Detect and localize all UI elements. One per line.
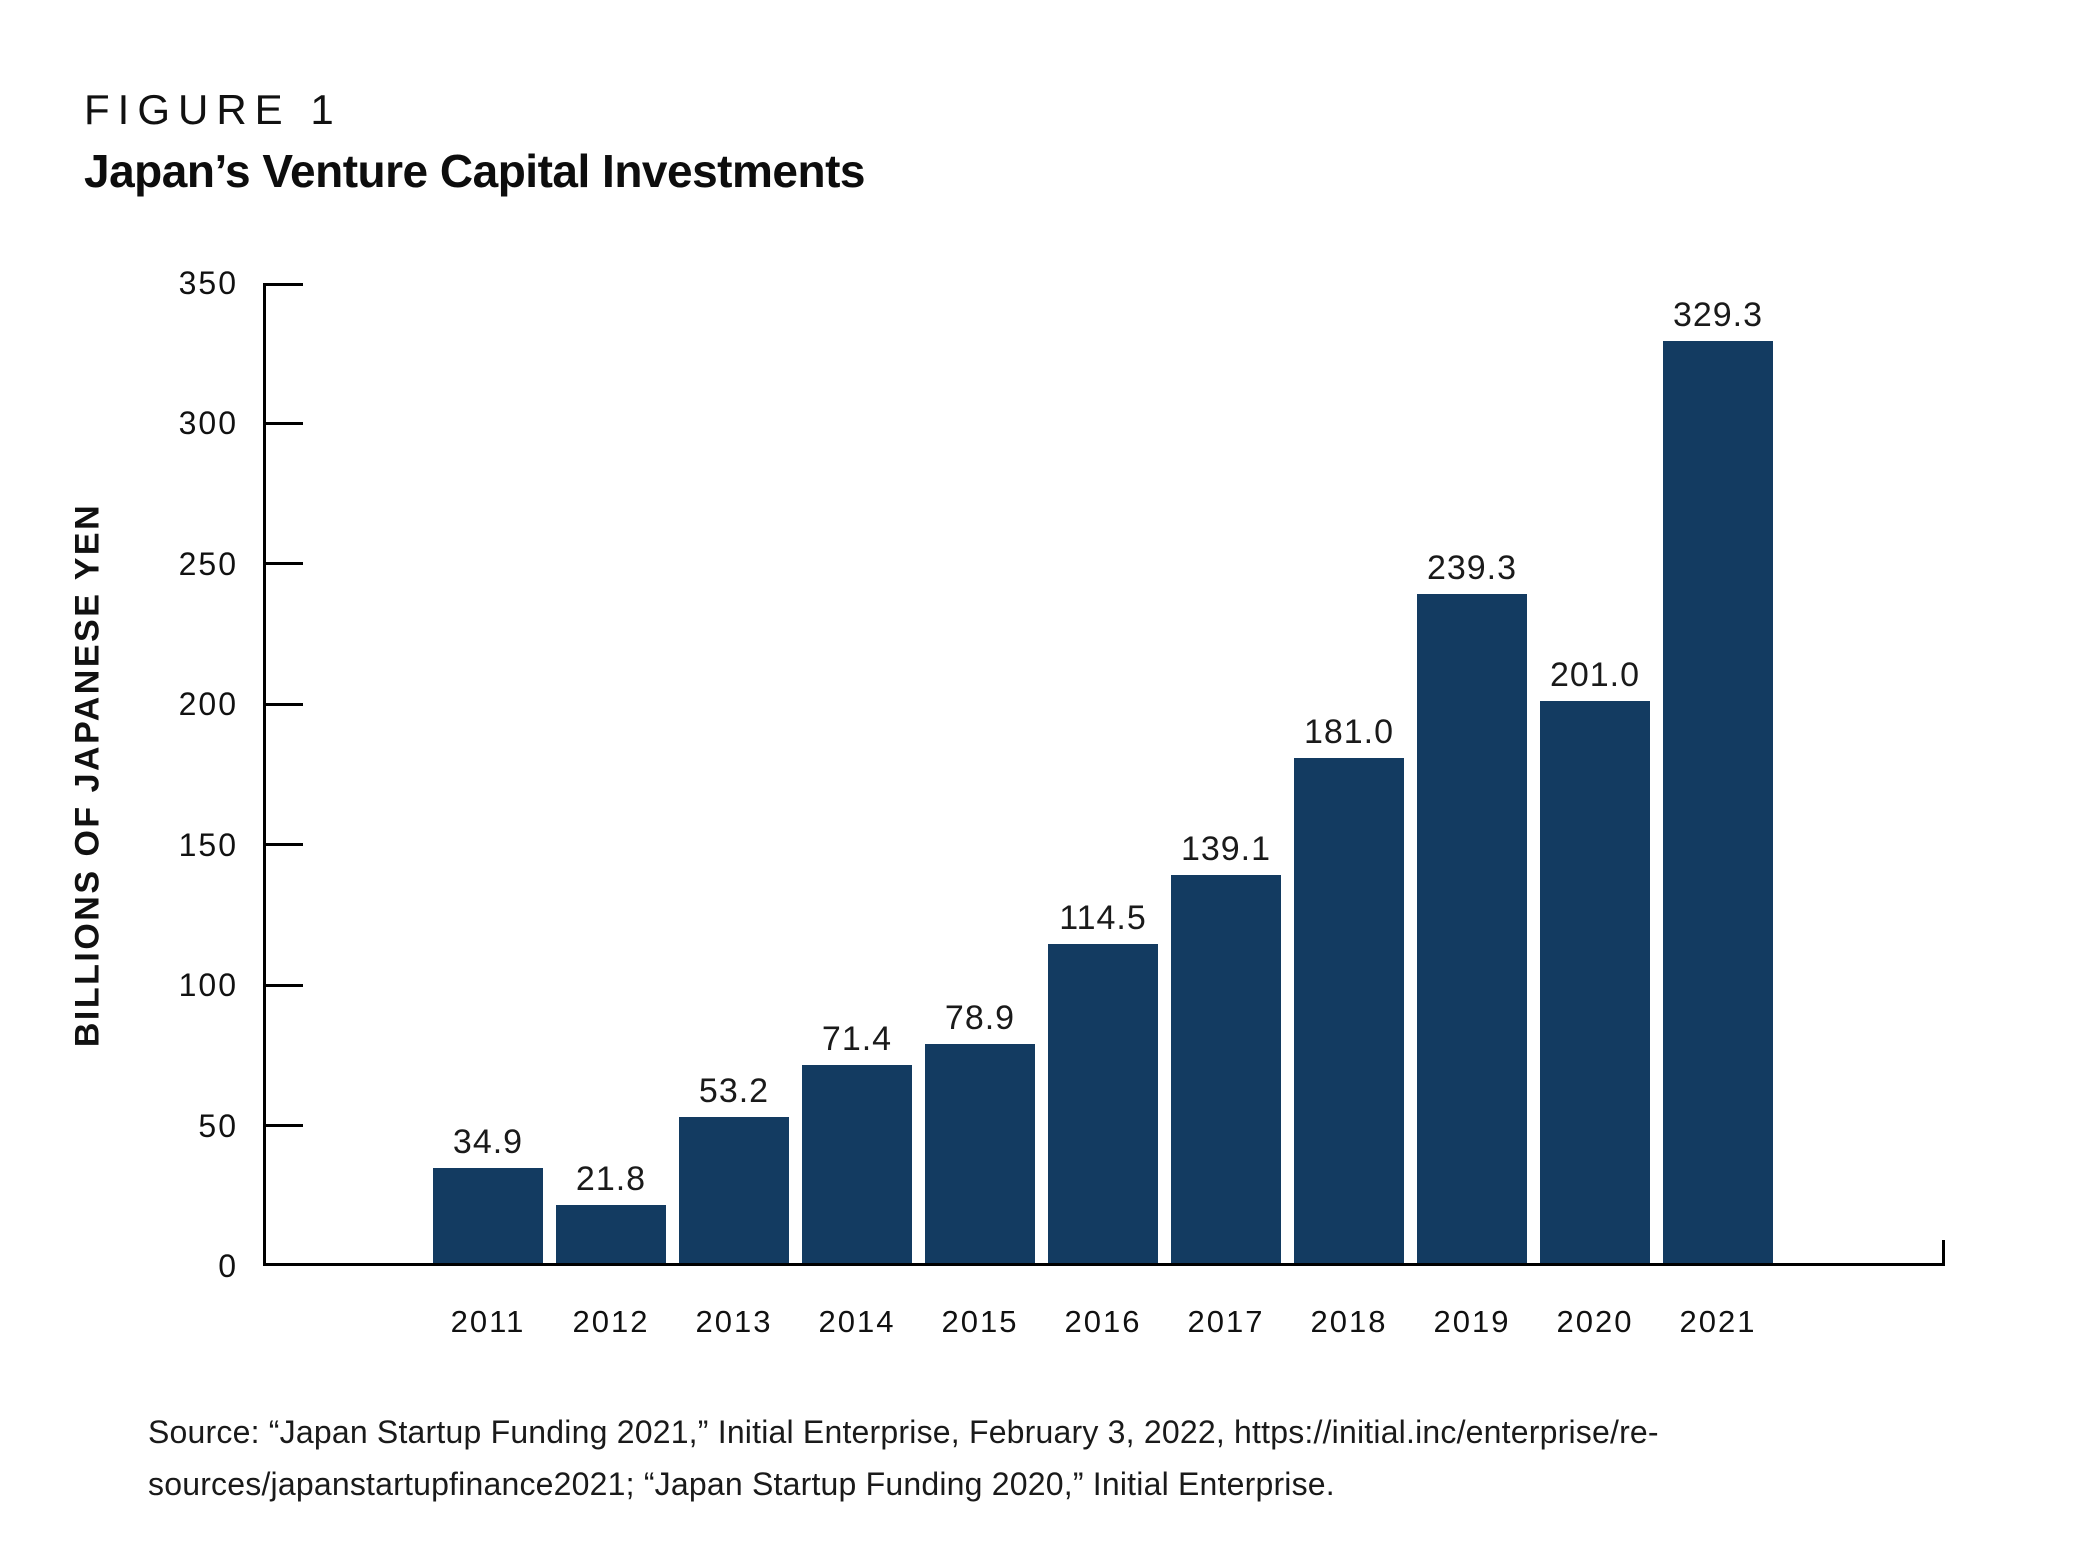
x-axis-tick-label-2014: 2014 — [818, 1304, 896, 1339]
y-axis-tick-label: 350 — [178, 265, 238, 301]
x-axis-tick-label-2015: 2015 — [941, 1304, 1019, 1339]
y-axis-tick — [263, 843, 303, 847]
chart-title: Japan’s Venture Capital Investments — [84, 145, 865, 197]
y-axis-tick — [263, 283, 303, 286]
bar-value-label-2019: 239.3 — [1426, 548, 1518, 587]
x-axis-tick-label-2017: 2017 — [1187, 1304, 1265, 1339]
y-axis-tick — [263, 702, 303, 706]
y-axis-title: BILLIONS OF JAPANESE YEN — [68, 502, 107, 1048]
bar-2019 — [1417, 593, 1527, 1266]
y-axis-tick-label: 300 — [178, 405, 238, 442]
y-axis-tick-label: 0 — [218, 1248, 238, 1284]
y-axis-tick-label: 200 — [178, 686, 238, 723]
y-axis-tick — [263, 421, 303, 425]
y-axis-tick — [263, 1124, 303, 1128]
x-axis-line — [263, 1263, 1945, 1266]
x-axis-tick-label-2012: 2012 — [572, 1304, 650, 1339]
y-axis-tick — [263, 562, 303, 566]
y-axis-tick-label: 150 — [178, 826, 238, 863]
x-axis-tick-label-2013: 2013 — [695, 1304, 773, 1339]
bar-2012 — [556, 1204, 666, 1266]
bar-2021 — [1663, 341, 1773, 1266]
bar-value-label-2017: 139.1 — [1180, 830, 1272, 869]
source-line-2: sources/japanstartupfinance2021; “Japan … — [148, 1466, 1335, 1502]
bar-value-label-2020: 201.0 — [1549, 656, 1641, 695]
y-axis-tick-label: 100 — [178, 967, 238, 1004]
x-axis-tick-label-2019: 2019 — [1433, 1304, 1511, 1339]
bar-value-label-2021: 329.3 — [1672, 296, 1764, 335]
bar-value-label-2012: 21.8 — [575, 1159, 647, 1198]
bar-value-label-2018: 181.0 — [1303, 712, 1395, 751]
bar-2018 — [1294, 757, 1404, 1266]
y-axis-tick-label: 250 — [178, 545, 238, 582]
y-axis-tick-label: 50 — [198, 1107, 238, 1144]
bar-value-label-2015: 78.9 — [944, 999, 1016, 1038]
bar-value-label-2014: 71.4 — [821, 1020, 893, 1059]
x-axis-tick-label-2020: 2020 — [1556, 1304, 1634, 1339]
bar-value-label-2013: 53.2 — [698, 1071, 770, 1110]
bar-2016 — [1048, 944, 1158, 1266]
y-axis-line — [263, 283, 266, 1266]
y-axis-tick — [263, 983, 303, 987]
bar-2015 — [925, 1044, 1035, 1266]
x-axis-tick-label-2016: 2016 — [1064, 1304, 1142, 1339]
x-axis-end-tick — [1942, 1240, 1945, 1266]
source-line-1: Source: “Japan Startup Funding 2021,” In… — [148, 1414, 1659, 1450]
bar-2011 — [433, 1167, 543, 1266]
bar-2017 — [1171, 875, 1281, 1266]
bar-value-label-2016: 114.5 — [1059, 899, 1147, 938]
bar-2014 — [802, 1065, 912, 1266]
bar-2020 — [1540, 701, 1650, 1266]
bar-2013 — [679, 1116, 789, 1266]
plot-area: 34.9 21.8 53.2 71.4 78.9 114.5 139.1 181.0 239.3… — [263, 283, 1945, 1266]
x-axis-tick-label-2021: 2021 — [1679, 1304, 1757, 1339]
x-axis-tick-label-2018: 2018 — [1310, 1304, 1388, 1339]
x-axis-tick-label-2011: 2011 — [450, 1304, 526, 1339]
source-note: Source: “Japan Startup Funding 2021,” In… — [148, 1406, 1659, 1510]
figure-label: FIGURE 1 — [84, 86, 342, 133]
bar-value-label-2011: 34.9 — [452, 1122, 524, 1161]
